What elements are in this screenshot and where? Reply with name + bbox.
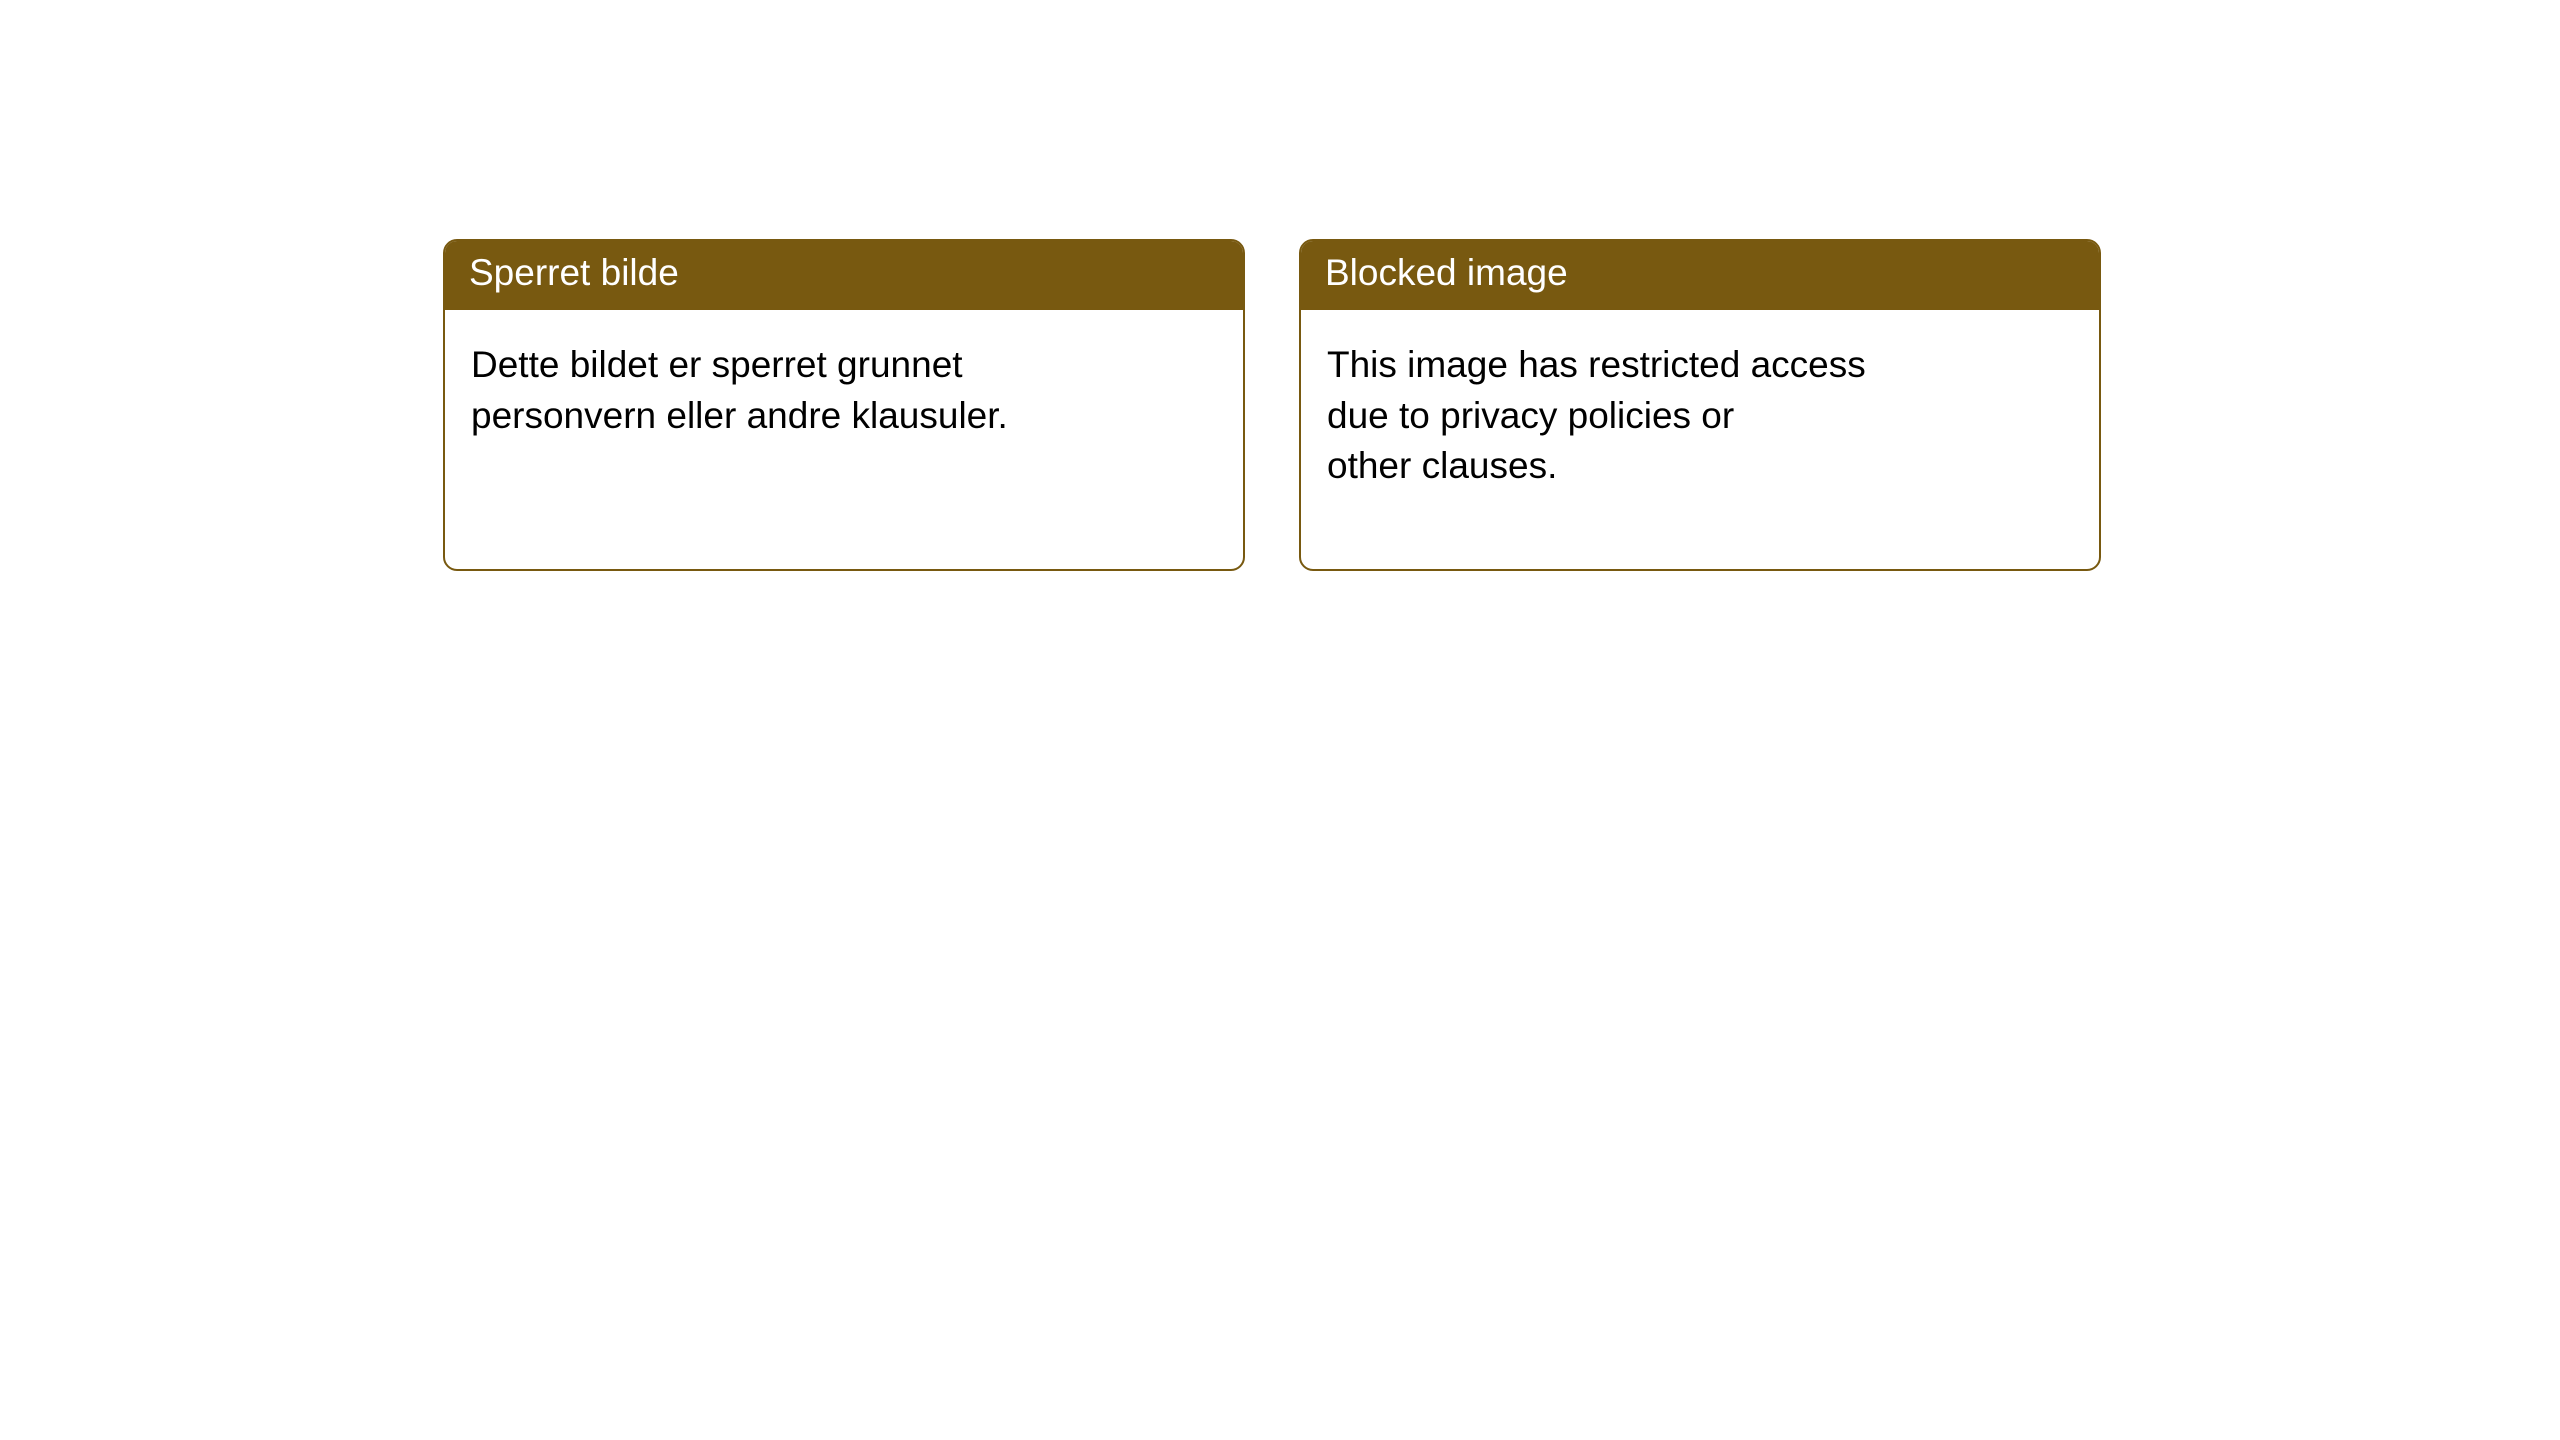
card-body: Dette bildet er sperret grunnet personve… <box>445 310 1243 471</box>
card-header: Blocked image <box>1301 241 2099 310</box>
card-norwegian: Sperret bilde Dette bildet er sperret gr… <box>443 239 1245 571</box>
card-english: Blocked image This image has restricted … <box>1299 239 2101 571</box>
card-container: Sperret bilde Dette bildet er sperret gr… <box>0 0 2560 571</box>
card-body: This image has restricted access due to … <box>1301 310 2099 522</box>
card-header: Sperret bilde <box>445 241 1243 310</box>
